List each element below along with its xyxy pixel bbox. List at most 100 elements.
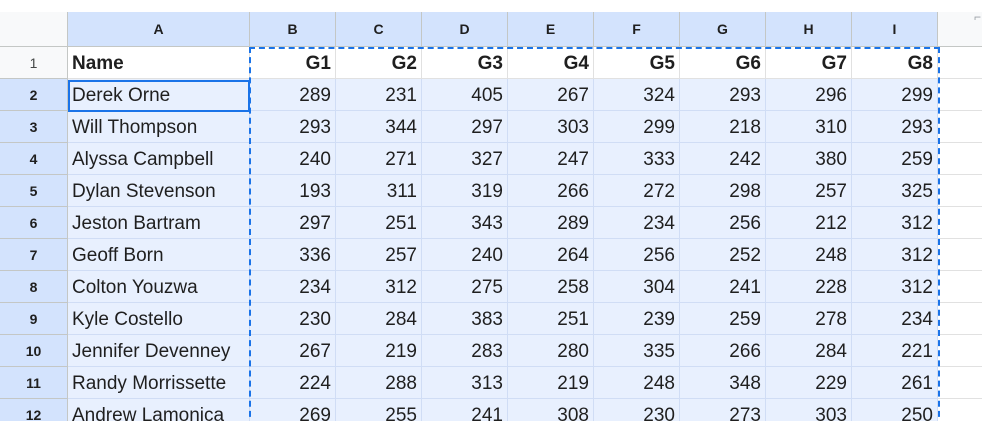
cell-e3[interactable]: 303	[508, 111, 594, 143]
cell-g6[interactable]: 256	[680, 207, 766, 239]
cell-empty[interactable]	[938, 175, 982, 207]
cell-empty[interactable]	[938, 335, 982, 367]
cell-d11[interactable]: 313	[422, 367, 508, 399]
row-header-9[interactable]: 9	[0, 303, 68, 335]
cell-b5[interactable]: 193	[250, 175, 336, 207]
cell-c8[interactable]: 312	[336, 271, 422, 303]
cell-e12[interactable]: 308	[508, 399, 594, 421]
cell-h7[interactable]: 248	[766, 239, 852, 271]
row-header-5[interactable]: 5	[0, 175, 68, 207]
cell-f12[interactable]: 230	[594, 399, 680, 421]
cell-f7[interactable]: 256	[594, 239, 680, 271]
cell-e4[interactable]: 247	[508, 143, 594, 175]
cell-d5[interactable]: 319	[422, 175, 508, 207]
cell-g4[interactable]: 242	[680, 143, 766, 175]
cell-g5[interactable]: 298	[680, 175, 766, 207]
cell-f2[interactable]: 324	[594, 79, 680, 111]
row-header-3[interactable]: 3	[0, 111, 68, 143]
cell-f6[interactable]: 234	[594, 207, 680, 239]
cell-a9[interactable]: Kyle Costello	[68, 303, 250, 335]
cell-i3[interactable]: 293	[852, 111, 938, 143]
cell-g11[interactable]: 348	[680, 367, 766, 399]
cell-b8[interactable]: 234	[250, 271, 336, 303]
cell-f9[interactable]: 239	[594, 303, 680, 335]
row-header-6[interactable]: 6	[0, 207, 68, 239]
cell-e2[interactable]: 267	[508, 79, 594, 111]
cell-a4[interactable]: Alyssa Campbell	[68, 143, 250, 175]
cell-e9[interactable]: 251	[508, 303, 594, 335]
cell-i6[interactable]: 312	[852, 207, 938, 239]
row-header-2[interactable]: 2	[0, 79, 68, 111]
cell-c3[interactable]: 344	[336, 111, 422, 143]
cell-b11[interactable]: 224	[250, 367, 336, 399]
cell-d3[interactable]: 297	[422, 111, 508, 143]
cell-empty[interactable]	[938, 111, 982, 143]
cell-g3[interactable]: 218	[680, 111, 766, 143]
cell-h11[interactable]: 229	[766, 367, 852, 399]
cell-c5[interactable]: 311	[336, 175, 422, 207]
cell-d8[interactable]: 275	[422, 271, 508, 303]
row-header-8[interactable]: 8	[0, 271, 68, 303]
cell-h1[interactable]: G7	[766, 47, 852, 79]
cell-i7[interactable]: 312	[852, 239, 938, 271]
cell-h8[interactable]: 228	[766, 271, 852, 303]
cell-d2[interactable]: 405	[422, 79, 508, 111]
select-all-corner[interactable]	[0, 12, 68, 47]
cell-b4[interactable]: 240	[250, 143, 336, 175]
cell-e10[interactable]: 280	[508, 335, 594, 367]
cell-e7[interactable]: 264	[508, 239, 594, 271]
cell-g2[interactable]: 293	[680, 79, 766, 111]
cell-i10[interactable]: 221	[852, 335, 938, 367]
cell-b9[interactable]: 230	[250, 303, 336, 335]
row-header-10[interactable]: 10	[0, 335, 68, 367]
cell-b3[interactable]: 293	[250, 111, 336, 143]
row-header-1[interactable]: 1	[0, 47, 68, 79]
cell-f11[interactable]: 248	[594, 367, 680, 399]
cell-h3[interactable]: 310	[766, 111, 852, 143]
cell-b2[interactable]: 289	[250, 79, 336, 111]
cell-empty[interactable]	[938, 303, 982, 335]
column-header-b[interactable]: B	[250, 12, 336, 47]
cell-i8[interactable]: 312	[852, 271, 938, 303]
cell-empty[interactable]	[938, 399, 982, 421]
cell-a3[interactable]: Will Thompson	[68, 111, 250, 143]
cell-f4[interactable]: 333	[594, 143, 680, 175]
row-header-4[interactable]: 4	[0, 143, 68, 175]
cell-g10[interactable]: 266	[680, 335, 766, 367]
cell-b10[interactable]: 267	[250, 335, 336, 367]
cell-d10[interactable]: 283	[422, 335, 508, 367]
cell-e1[interactable]: G4	[508, 47, 594, 79]
cell-a10[interactable]: Jennifer Devenney	[68, 335, 250, 367]
column-header-g[interactable]: G	[680, 12, 766, 47]
cell-f10[interactable]: 335	[594, 335, 680, 367]
cell-i1[interactable]: G8	[852, 47, 938, 79]
cell-b7[interactable]: 336	[250, 239, 336, 271]
cell-h9[interactable]: 278	[766, 303, 852, 335]
cell-d4[interactable]: 327	[422, 143, 508, 175]
cell-empty[interactable]	[938, 47, 982, 79]
cell-a1[interactable]: Name	[68, 47, 250, 79]
column-header-h[interactable]: H	[766, 12, 852, 47]
cell-f8[interactable]: 304	[594, 271, 680, 303]
cell-g9[interactable]: 259	[680, 303, 766, 335]
cell-g7[interactable]: 252	[680, 239, 766, 271]
cell-f3[interactable]: 299	[594, 111, 680, 143]
column-header-f[interactable]: F	[594, 12, 680, 47]
column-header-i[interactable]: I	[852, 12, 938, 47]
cell-c10[interactable]: 219	[336, 335, 422, 367]
cell-c4[interactable]: 271	[336, 143, 422, 175]
cell-empty[interactable]	[938, 239, 982, 271]
column-header-a[interactable]: A	[68, 12, 250, 47]
cell-i2[interactable]: 299	[852, 79, 938, 111]
cell-c12[interactable]: 255	[336, 399, 422, 421]
cell-g1[interactable]: G6	[680, 47, 766, 79]
cell-empty[interactable]	[938, 207, 982, 239]
cell-d12[interactable]: 241	[422, 399, 508, 421]
row-header-7[interactable]: 7	[0, 239, 68, 271]
cell-h5[interactable]: 257	[766, 175, 852, 207]
cell-c1[interactable]: G2	[336, 47, 422, 79]
cell-e5[interactable]: 266	[508, 175, 594, 207]
column-header-c[interactable]: C	[336, 12, 422, 47]
cell-d9[interactable]: 383	[422, 303, 508, 335]
cell-i4[interactable]: 259	[852, 143, 938, 175]
